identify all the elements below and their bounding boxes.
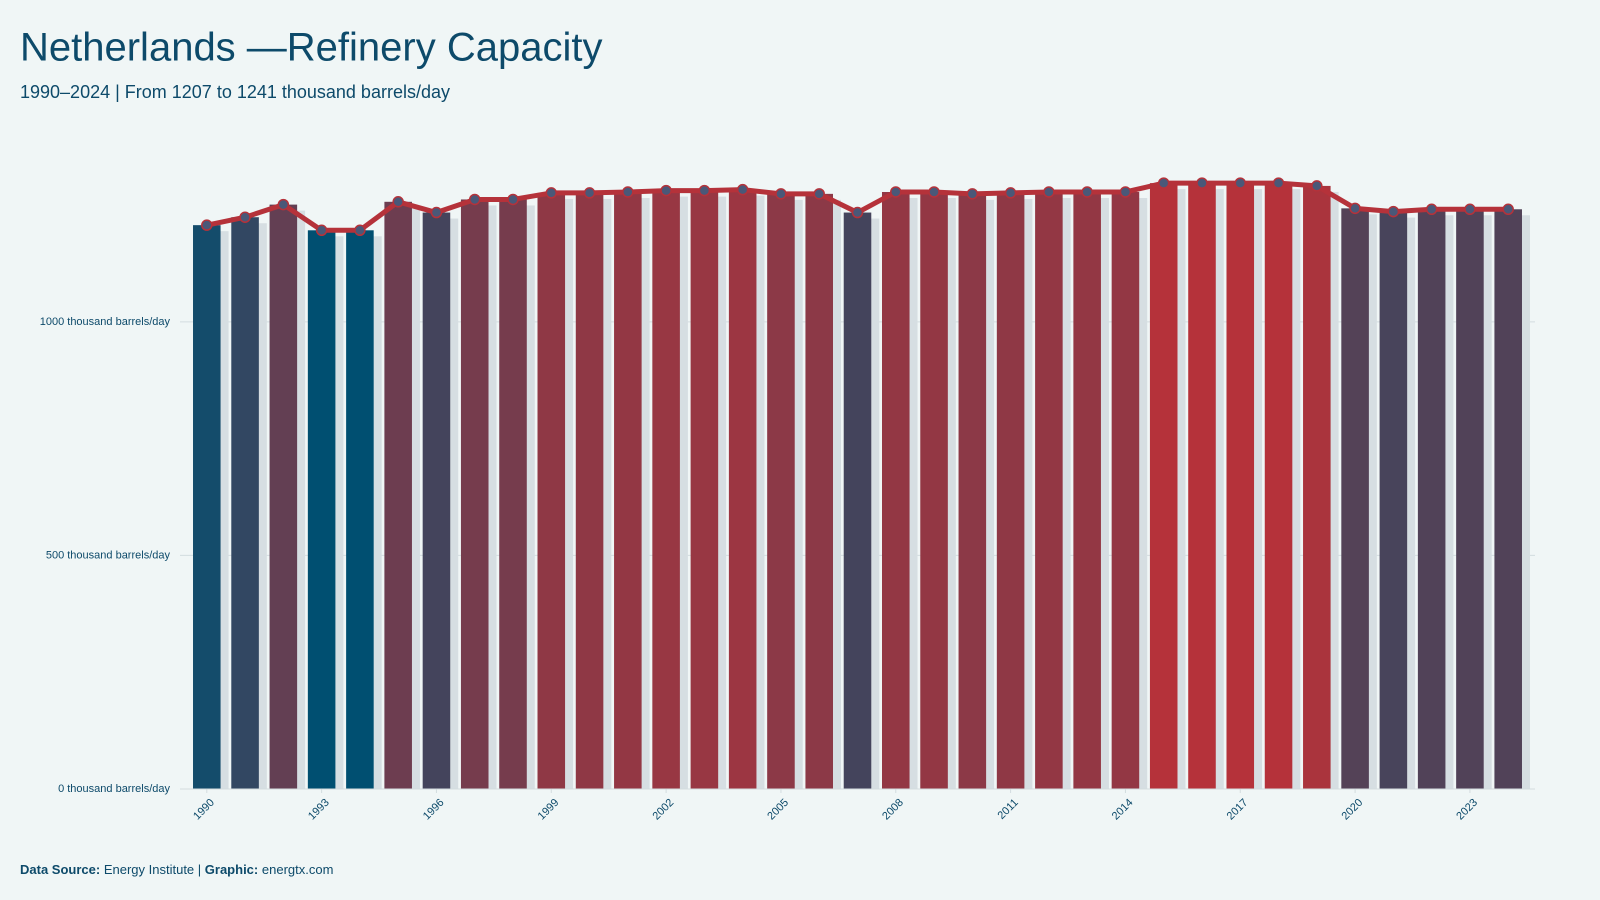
marker — [239, 211, 251, 223]
bar — [767, 193, 795, 790]
marker — [354, 224, 366, 237]
bar — [1111, 191, 1140, 789]
marker — [1119, 186, 1132, 198]
marker — [583, 187, 596, 199]
marker — [277, 198, 290, 211]
bar — [193, 225, 221, 789]
source-label: Data Source: — [20, 862, 100, 877]
marker — [1272, 177, 1285, 189]
marker — [1157, 177, 1170, 189]
graphic: energtx.com — [262, 862, 334, 877]
bar — [614, 191, 642, 789]
marker — [775, 188, 787, 200]
marker — [698, 184, 711, 197]
marker — [507, 193, 519, 206]
marker — [430, 206, 443, 219]
bar — [422, 212, 451, 789]
bar — [1073, 191, 1101, 789]
bar — [1456, 209, 1484, 790]
marker — [1502, 203, 1514, 216]
bar — [920, 191, 948, 789]
marker — [1081, 186, 1093, 198]
bar — [307, 230, 336, 790]
marker — [851, 206, 864, 219]
chart-subtitle: 1990–2024 | From 1207 to 1241 thousand b… — [20, 82, 450, 102]
marker — [468, 193, 481, 206]
bar — [537, 192, 566, 789]
bar — [1264, 183, 1293, 789]
bar — [1303, 185, 1331, 789]
marker — [813, 188, 825, 200]
bar — [269, 204, 298, 790]
y-tick-label: 1000 thousand barrels/day — [40, 316, 171, 328]
marker — [1004, 187, 1017, 199]
marker — [1043, 186, 1055, 198]
marker — [1234, 177, 1247, 189]
marker — [1349, 202, 1361, 215]
bar — [881, 191, 910, 789]
bar — [1035, 191, 1063, 789]
bar — [1379, 211, 1408, 789]
marker — [1464, 203, 1476, 216]
bar — [1341, 208, 1369, 789]
marker — [1196, 177, 1208, 189]
bar — [843, 212, 872, 789]
marker — [1387, 205, 1400, 218]
footer: Data Source: Energy Institute | Graphic:… — [20, 862, 333, 877]
bar — [1188, 183, 1216, 789]
bar — [1494, 209, 1522, 790]
marker — [736, 183, 749, 196]
bar — [1149, 183, 1178, 789]
marker — [1311, 180, 1323, 192]
marker — [315, 224, 328, 237]
marker — [545, 187, 558, 199]
bar — [1226, 183, 1255, 789]
marker — [392, 196, 404, 208]
chart-title: Netherlands —Refinery Capacity — [20, 26, 602, 70]
y-tick-label: 0 thousand barrels/day — [58, 783, 170, 795]
marker — [660, 184, 672, 197]
bar — [996, 192, 1025, 789]
bar — [231, 217, 259, 789]
bar — [384, 201, 412, 790]
marker — [1425, 203, 1438, 216]
bar — [460, 199, 489, 790]
marker — [201, 219, 213, 231]
bar — [346, 230, 374, 790]
bar — [652, 190, 680, 790]
bar — [805, 193, 834, 790]
bar — [575, 192, 604, 789]
bar — [499, 199, 527, 790]
source: Energy Institute | — [104, 862, 201, 877]
graphic-label: Graphic: — [205, 862, 258, 877]
y-tick-label: 500 thousand barrels/day — [46, 549, 171, 561]
marker — [622, 186, 634, 198]
bar — [1417, 209, 1446, 790]
marker — [890, 186, 902, 198]
marker — [928, 186, 940, 198]
marker — [966, 188, 979, 200]
bar — [958, 193, 987, 790]
bar — [690, 190, 719, 790]
bar — [728, 189, 757, 790]
